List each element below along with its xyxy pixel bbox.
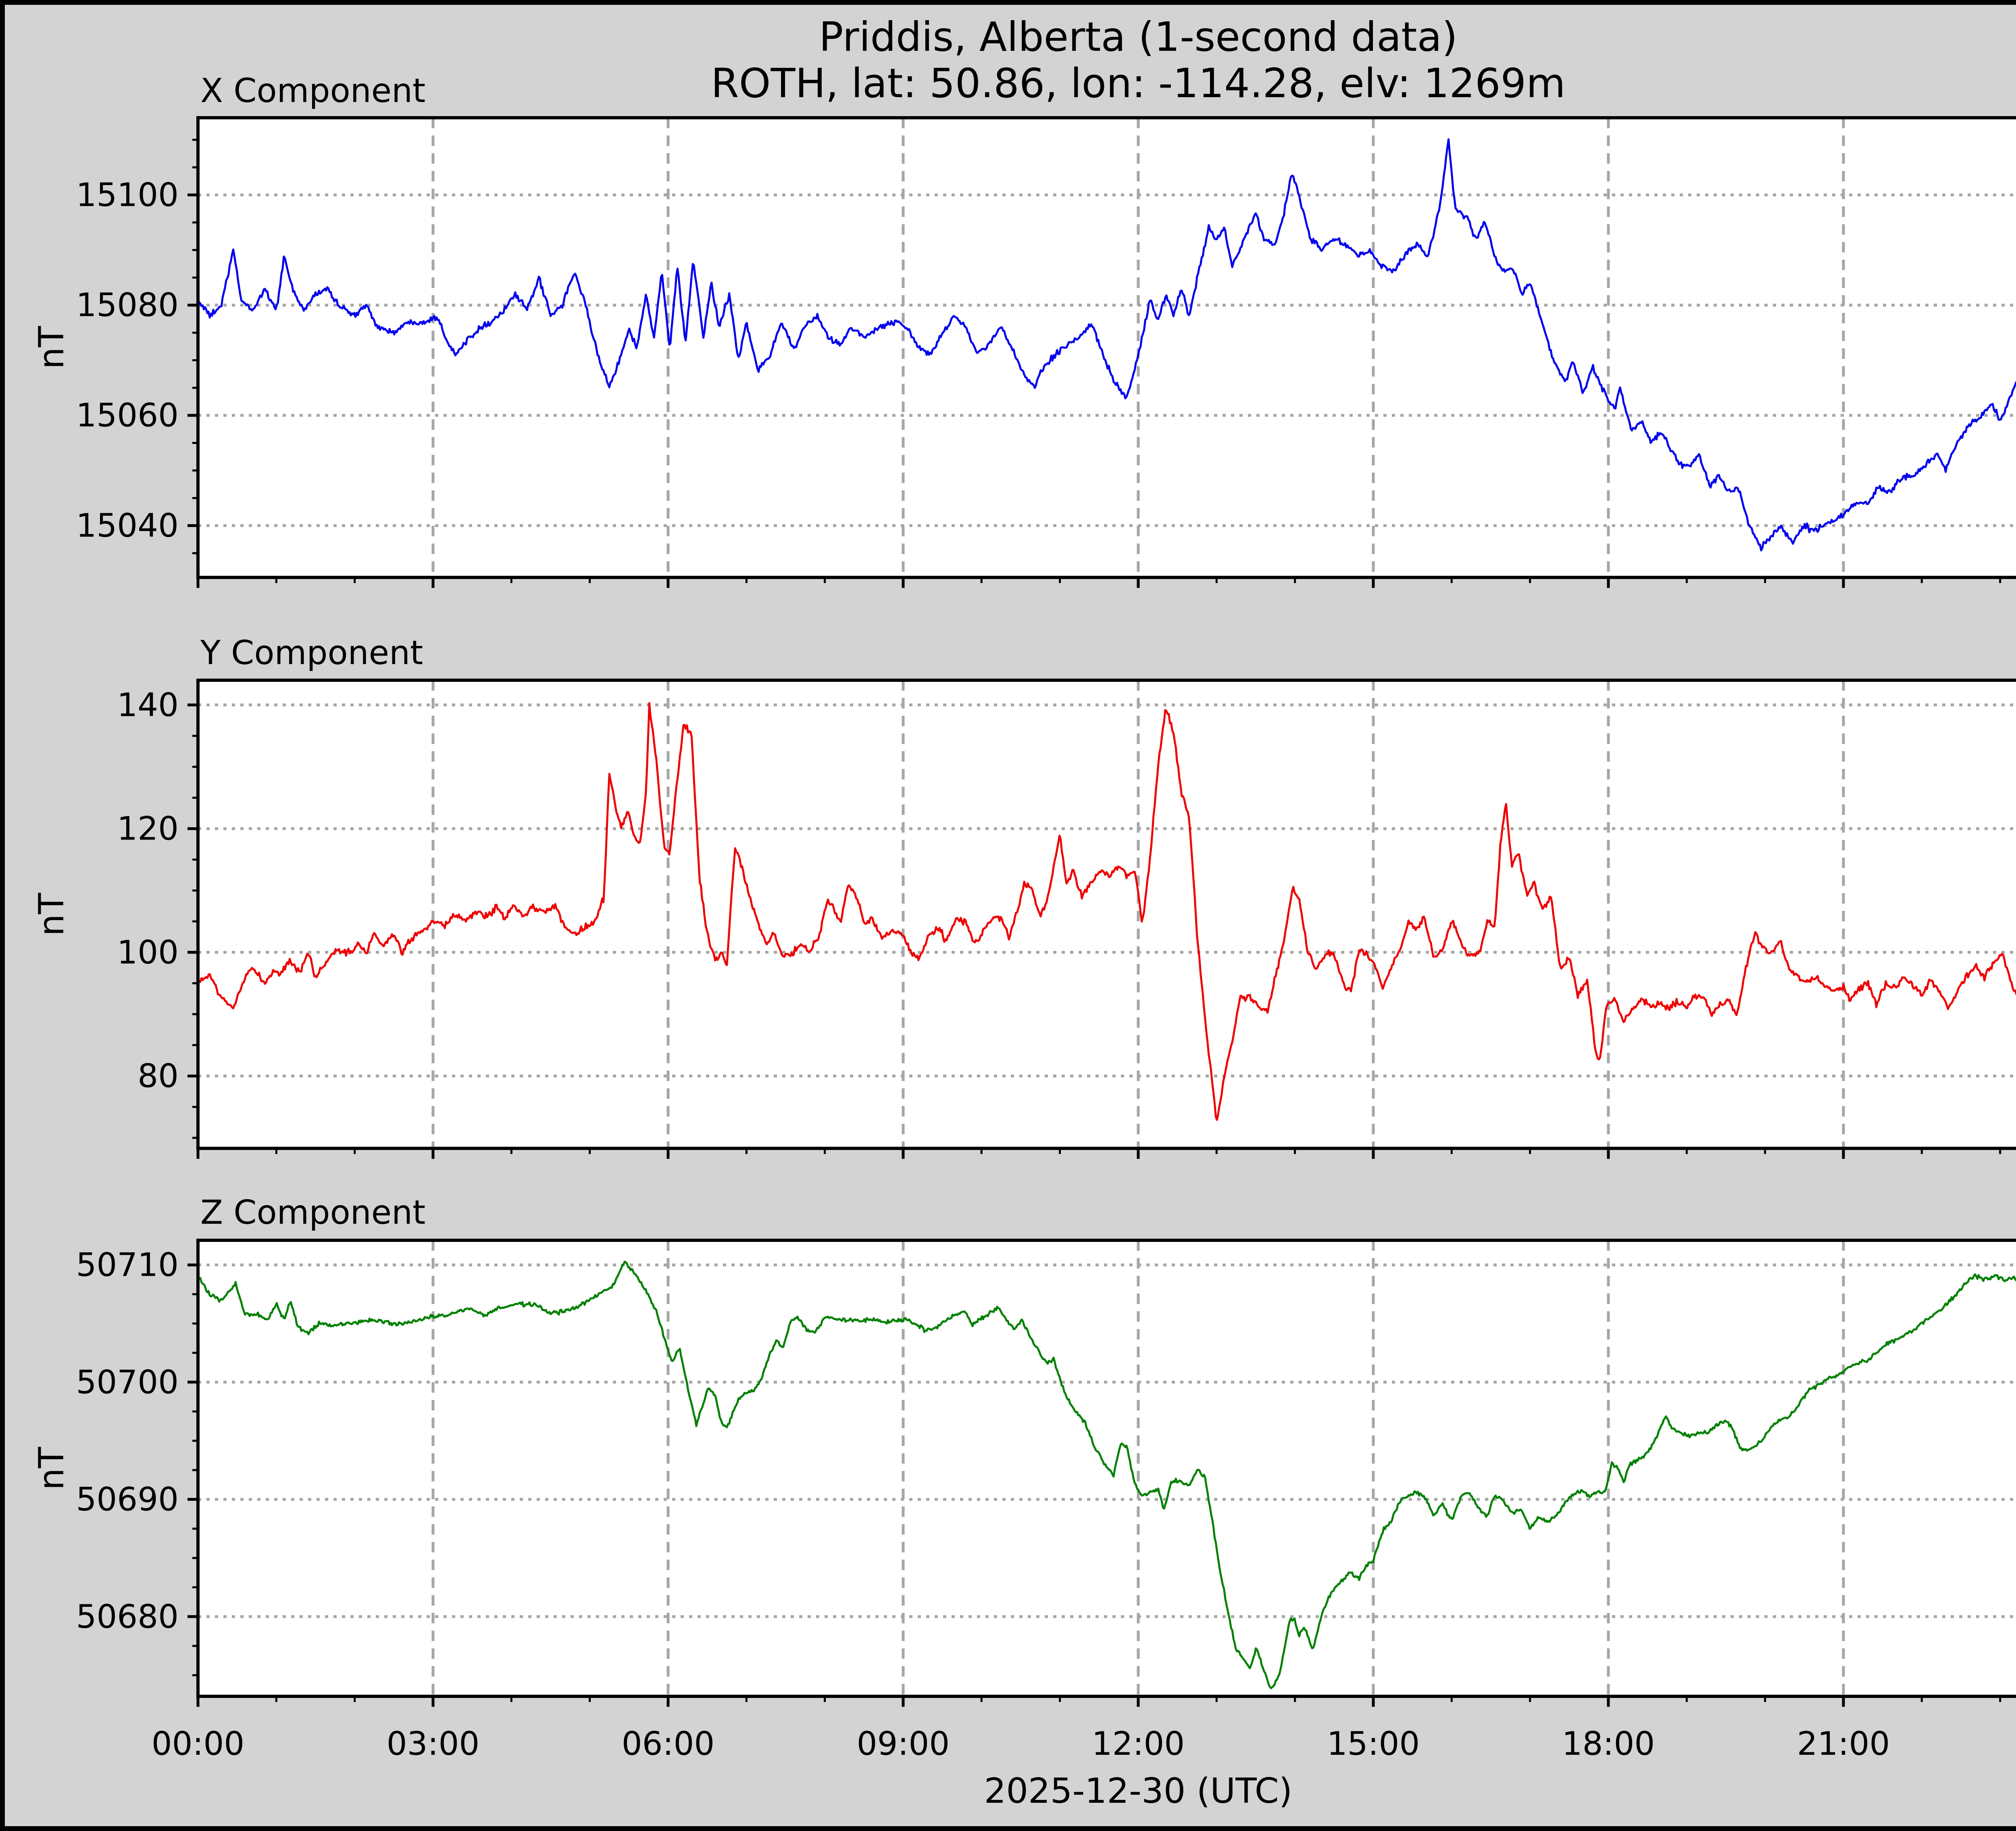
x-axis-label: 2025-12-30 (UTC) — [984, 1771, 1293, 1811]
y-tick-label: 120 — [117, 810, 179, 848]
y-tick-label: 80 — [137, 1057, 179, 1095]
x-tick-label: 03:00 — [387, 1725, 480, 1762]
y-tick-labels: 15040 15060 15080 15100 — [76, 176, 179, 544]
y-tick-label: 50710 — [76, 1246, 179, 1284]
figure-title-line1: Priddis, Alberta (1-second data) — [819, 13, 1458, 60]
y-tick-label: 50690 — [76, 1481, 179, 1518]
x-tick-label: 06:00 — [622, 1725, 715, 1762]
tick-marks — [187, 139, 2001, 588]
series-line-x — [197, 138, 2016, 552]
x-tick-labels: 00:00 03:00 06:00 09:00 12:00 15:00 18:00 21:00 — [152, 1725, 1890, 1762]
subplot-title-z-component: Z Component — [200, 1194, 426, 1232]
figure-title: Priddis, Alberta (1-second data) ROTH, l… — [198, 14, 2016, 106]
z-component-plot: 50680 50690 50700 50710 00:00 03:00 06:00 09:00… — [76, 1239, 2016, 1762]
y-tick-labels: 80 100 120 140 — [117, 686, 179, 1095]
y-axis-label-z-component: nT — [31, 1447, 72, 1490]
y-tick-label: 15100 — [76, 176, 179, 214]
y-tick-label: 15060 — [76, 397, 179, 434]
y-tick-label: 50700 — [76, 1363, 179, 1401]
x-tick-label: 12:00 — [1092, 1725, 1185, 1762]
x-tick-label: 15:00 — [1327, 1725, 1420, 1762]
gridlines — [198, 680, 2016, 1148]
x-tick-label: 21:00 — [1797, 1725, 1890, 1762]
y-component-plot: 80 100 120 140 — [117, 679, 2016, 1159]
tick-marks — [187, 1263, 2001, 1707]
y-tick-label: 100 — [117, 933, 179, 971]
subplot-title-x-component: X Component — [200, 72, 426, 110]
y-tick-labels: 50680 50690 50700 50710 — [76, 1246, 179, 1635]
x-tick-label: 09:00 — [857, 1725, 950, 1762]
y-tick-label: 15080 — [76, 286, 179, 324]
y-axis-label-y-component: nT — [31, 893, 72, 936]
figure-title-line2: ROTH, lat: 50.86, lon: -114.28, elv: 126… — [711, 60, 1566, 107]
x-component-plot: 15040 15060 15080 15100 — [76, 116, 2016, 588]
tick-marks — [187, 703, 2001, 1159]
y-tick-label: 15040 — [76, 507, 179, 544]
series-line-z — [197, 1260, 2016, 1689]
subplot-title-y-component: Y Component — [200, 634, 423, 672]
y-tick-label: 140 — [117, 686, 179, 724]
x-tick-label: 18:00 — [1562, 1725, 1655, 1762]
y-tick-label: 50680 — [76, 1598, 179, 1635]
x-tick-label: 00:00 — [152, 1725, 245, 1762]
gridlines — [198, 118, 2016, 577]
plot-background — [198, 680, 2016, 1148]
y-axis-label-x-component: nT — [31, 326, 72, 369]
series-line-y — [197, 702, 2016, 1121]
